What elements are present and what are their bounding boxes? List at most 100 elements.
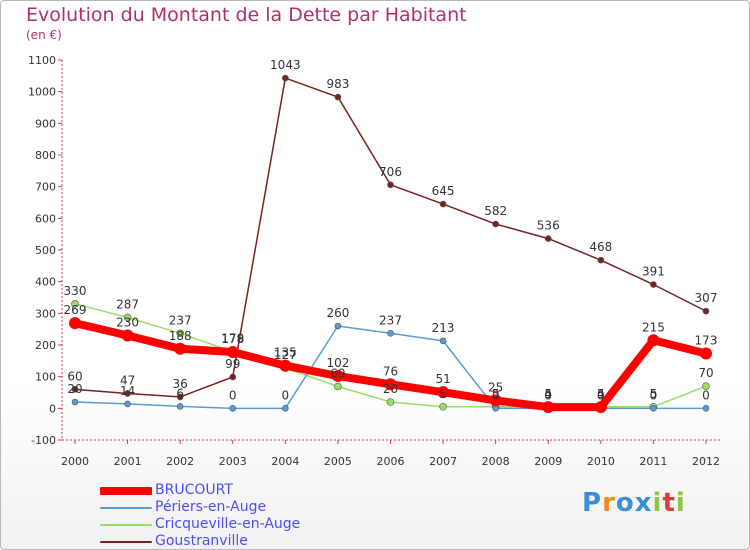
data-point: [594, 401, 607, 414]
data-point: [597, 256, 605, 264]
data-label: 51: [435, 372, 450, 386]
data-label: 20: [67, 382, 82, 396]
chart-unit: (en €): [26, 28, 62, 42]
data-point: [124, 400, 131, 408]
data-label: 4: [544, 387, 552, 401]
data-point: [176, 403, 184, 410]
data-point: [439, 200, 447, 208]
legend-label: Cricqueville-en-Auge: [155, 516, 301, 532]
data-point: [439, 337, 447, 345]
data-label: 188: [169, 329, 192, 343]
data-label: 230: [116, 316, 139, 330]
data-point: [279, 359, 292, 372]
data-label: 6: [176, 386, 184, 400]
data-point: [229, 373, 237, 381]
data-label: 5: [492, 387, 500, 401]
data-point: [702, 382, 710, 390]
data-label: 536: [537, 219, 560, 233]
data-label: 0: [282, 388, 290, 402]
x-tick-label: 2009: [534, 455, 562, 468]
data-point: [334, 93, 342, 101]
chart-axes: -100010020030040050060070080090010001100…: [28, 54, 720, 468]
data-point: [544, 235, 552, 242]
data-label: 179: [221, 332, 244, 346]
data-point: [650, 281, 657, 288]
proxiti-logo: Proxiti: [582, 488, 686, 518]
data-point: [69, 317, 81, 330]
x-tick-label: 2011: [639, 455, 667, 468]
data-label: 5: [439, 387, 447, 401]
y-tick-label: 600: [35, 212, 56, 225]
data-label: 307: [695, 291, 718, 305]
data-label: 60: [67, 369, 82, 383]
logo-letter: x: [634, 488, 653, 518]
data-point: [229, 405, 237, 412]
data-label: 47: [120, 373, 135, 387]
data-point: [384, 378, 397, 391]
data-label: 468: [589, 240, 612, 254]
y-tick-label: 1000: [28, 86, 56, 99]
data-label: 5: [597, 387, 605, 401]
legend-label: BRUCOURT: [155, 482, 233, 498]
data-label: 5: [650, 387, 658, 401]
y-tick-label: -100: [31, 434, 56, 447]
y-tick-label: 200: [35, 339, 56, 352]
x-tick-label: 2010: [587, 455, 615, 468]
data-point: [71, 386, 79, 393]
data-label: 4: [597, 387, 605, 401]
data-point: [282, 74, 289, 82]
legend-swatch: [100, 487, 152, 495]
data-point: [492, 220, 499, 228]
data-label: 391: [642, 265, 665, 279]
data-label: 269: [64, 303, 87, 317]
data-point: [437, 386, 450, 399]
y-tick-label: 1100: [28, 54, 56, 67]
data-label: 69: [330, 366, 345, 380]
data-label: 1043: [270, 58, 301, 72]
data-label: 135: [274, 346, 297, 360]
data-label: 330: [64, 284, 87, 298]
data-point: [331, 370, 344, 383]
data-point: [386, 398, 395, 406]
data-point: [282, 405, 289, 412]
data-label: 102: [326, 356, 349, 370]
data-point: [176, 393, 184, 401]
data-label: 237: [169, 313, 192, 327]
data-label: 25: [488, 380, 503, 394]
chart-title: Evolution du Montant de la Dette par Hab…: [26, 4, 467, 26]
legend-label: Périers-en-Auge: [155, 499, 267, 515]
line-chart: -100010020030040050060070080090010001100…: [28, 54, 720, 468]
data-point: [489, 394, 502, 407]
data-point: [334, 322, 342, 330]
logo-letter: i: [675, 488, 686, 518]
data-point: [71, 398, 79, 406]
logo-letter: r: [602, 488, 616, 518]
data-point: [702, 307, 710, 315]
data-label: 14: [120, 384, 135, 398]
data-label: 76: [383, 364, 398, 378]
data-label: 645: [432, 184, 455, 198]
data-point: [334, 382, 342, 391]
data-point: [542, 401, 555, 414]
y-tick-label: 300: [35, 307, 56, 320]
data-label: 178: [221, 332, 244, 346]
data-point: [121, 329, 134, 342]
data-label: 215: [642, 320, 665, 334]
data-label: 582: [484, 204, 507, 218]
x-tick-label: 2001: [114, 455, 142, 468]
x-tick-label: 2004: [271, 455, 299, 468]
logo-letter: t: [662, 488, 676, 518]
data-point: [71, 300, 79, 308]
y-tick-label: 500: [35, 244, 56, 257]
legend-swatch: [100, 507, 152, 509]
data-label: 237: [379, 313, 402, 327]
x-tick-label: 2012: [692, 455, 720, 468]
data-point: [700, 347, 712, 360]
data-label: 287: [116, 297, 139, 311]
data-label: 0: [544, 388, 552, 402]
data-point: [439, 402, 447, 411]
data-point: [702, 405, 710, 412]
logo-letter: i: [652, 488, 663, 518]
